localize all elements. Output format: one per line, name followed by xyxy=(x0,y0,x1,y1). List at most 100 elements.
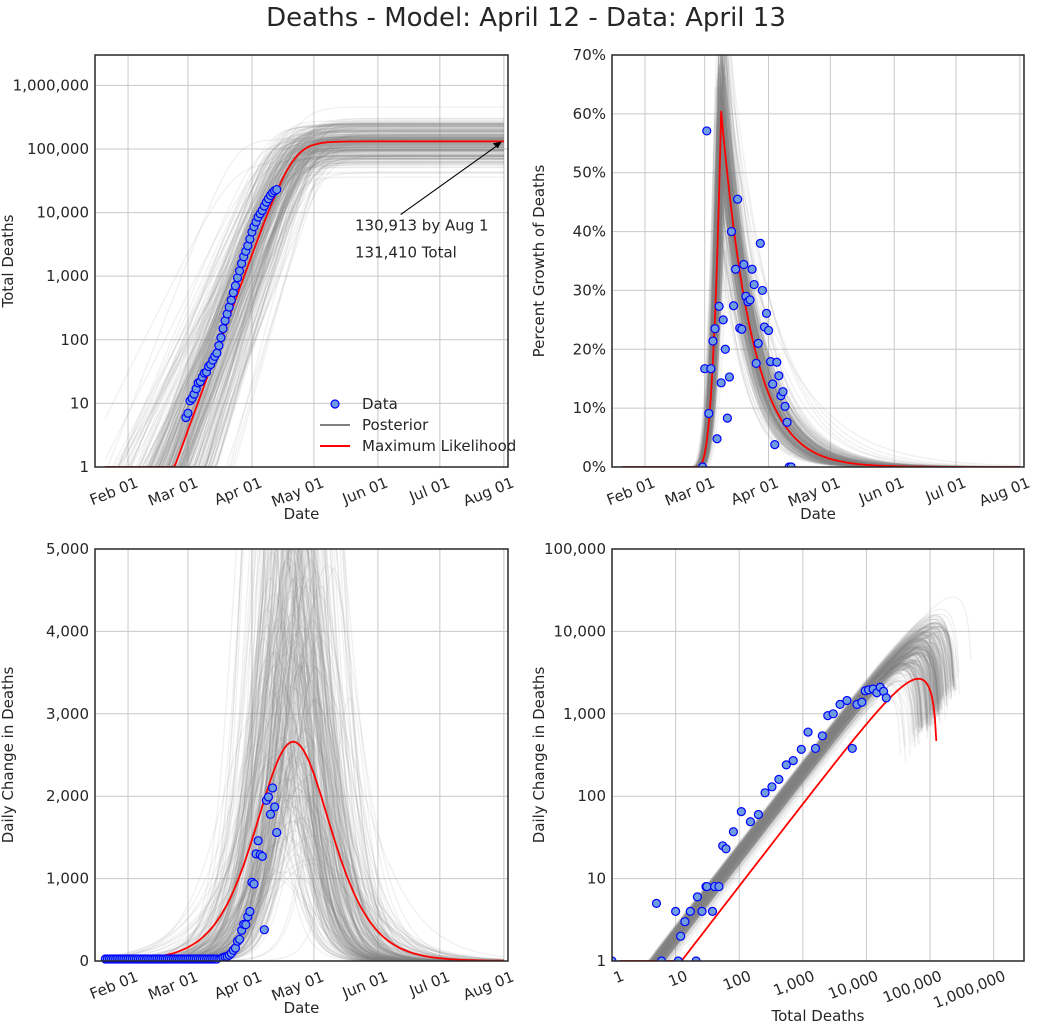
posterior-line xyxy=(105,146,504,467)
posterior-line xyxy=(105,155,504,467)
posterior-line xyxy=(105,789,504,961)
data-point xyxy=(842,695,852,706)
data-point xyxy=(267,783,278,793)
posterior-line xyxy=(622,249,1020,467)
posterior-line xyxy=(105,155,504,467)
posterior-line xyxy=(622,104,1020,467)
posterior-line xyxy=(622,55,1020,467)
plot-frame xyxy=(611,548,1025,962)
posterior-line xyxy=(105,134,504,467)
posterior-line xyxy=(637,652,936,961)
posterior-line xyxy=(105,136,504,467)
posterior-line xyxy=(105,138,504,467)
posterior-line xyxy=(105,106,504,467)
posterior-line xyxy=(105,124,504,467)
panel-daily-change: Feb 01 Mar 01 Apr 01 May 01 Jun 01 Jul 01 Aug … xyxy=(0,540,516,1017)
posterior-line xyxy=(105,126,504,467)
data-point xyxy=(702,881,712,892)
posterior-line xyxy=(105,123,504,467)
posterior-line xyxy=(622,55,1020,467)
posterior-line xyxy=(105,653,504,961)
posterior-line xyxy=(649,641,948,961)
posterior-line xyxy=(105,149,504,467)
posterior-line xyxy=(646,627,945,961)
posterior-line xyxy=(105,137,504,467)
posterior-line xyxy=(655,621,955,961)
posterior-line xyxy=(105,158,504,467)
posterior-line xyxy=(105,150,504,467)
posterior-line xyxy=(105,144,504,467)
posterior-line xyxy=(105,139,504,467)
posterior-line xyxy=(629,657,929,961)
annotation-by-aug: 130,913 by Aug 1 xyxy=(355,217,489,235)
y-tick-label: 20% xyxy=(573,340,606,358)
posterior-line xyxy=(653,622,953,961)
posterior-line xyxy=(105,128,504,467)
posterior-line xyxy=(651,629,950,961)
posterior-line xyxy=(105,557,504,961)
posterior-line xyxy=(641,644,940,961)
posterior-line xyxy=(652,627,951,961)
posterior-line xyxy=(105,143,504,467)
posterior-line xyxy=(105,123,504,467)
legend-data-marker xyxy=(330,399,340,409)
posterior-line xyxy=(617,683,916,961)
data-point xyxy=(749,279,759,290)
posterior-line xyxy=(644,649,943,961)
data-point xyxy=(671,906,681,916)
posterior-line xyxy=(105,159,504,467)
posterior-line xyxy=(105,154,504,467)
data-point xyxy=(718,315,728,325)
posterior-line xyxy=(635,658,934,961)
posterior-line xyxy=(105,136,504,467)
y-tick-label: 1 xyxy=(79,458,89,476)
posterior-line xyxy=(105,131,504,467)
posterior-line xyxy=(105,136,504,467)
posterior-line xyxy=(105,125,504,467)
data-point xyxy=(730,264,741,274)
ml-line xyxy=(105,140,504,467)
posterior-line xyxy=(622,133,1020,467)
y-tick-label: 2,000 xyxy=(46,787,89,805)
posterior-line xyxy=(105,139,504,467)
posterior-line xyxy=(105,164,504,467)
posterior-line xyxy=(105,125,504,467)
posterior-line xyxy=(105,125,504,467)
posterior-line xyxy=(105,150,504,467)
posterior-line xyxy=(105,123,504,467)
posterior-line xyxy=(105,143,504,467)
posterior-line xyxy=(622,59,1020,467)
posterior-line xyxy=(640,643,939,961)
data-point xyxy=(692,892,702,902)
posterior-line xyxy=(622,214,1020,467)
posterior-line xyxy=(105,141,504,467)
posterior-line xyxy=(105,152,504,467)
data-point xyxy=(714,881,724,892)
y-tick-label: 100 xyxy=(577,787,606,805)
posterior-line xyxy=(655,628,954,961)
posterior-line xyxy=(643,643,942,961)
posterior-line xyxy=(105,153,504,467)
posterior-line xyxy=(105,123,504,467)
posterior-line xyxy=(105,128,504,467)
data-point xyxy=(245,906,255,917)
posterior-line xyxy=(622,120,1020,467)
posterior-line xyxy=(637,643,937,961)
posterior-line xyxy=(622,75,1020,467)
posterior-line xyxy=(105,138,504,467)
posterior-line xyxy=(622,56,1020,467)
posterior-line xyxy=(622,184,1020,467)
posterior-line xyxy=(105,145,504,467)
posterior-line xyxy=(641,651,940,961)
data-point xyxy=(757,285,767,296)
posterior-line xyxy=(620,680,919,961)
posterior-line xyxy=(105,779,504,961)
y-tick-label: 60% xyxy=(573,105,606,123)
posterior-line xyxy=(105,155,504,467)
posterior-line xyxy=(645,634,944,961)
posterior-line xyxy=(644,646,943,961)
posterior-line xyxy=(105,162,504,467)
data-point xyxy=(241,920,251,930)
posterior-line xyxy=(622,163,1020,467)
posterior-line xyxy=(622,121,1020,467)
